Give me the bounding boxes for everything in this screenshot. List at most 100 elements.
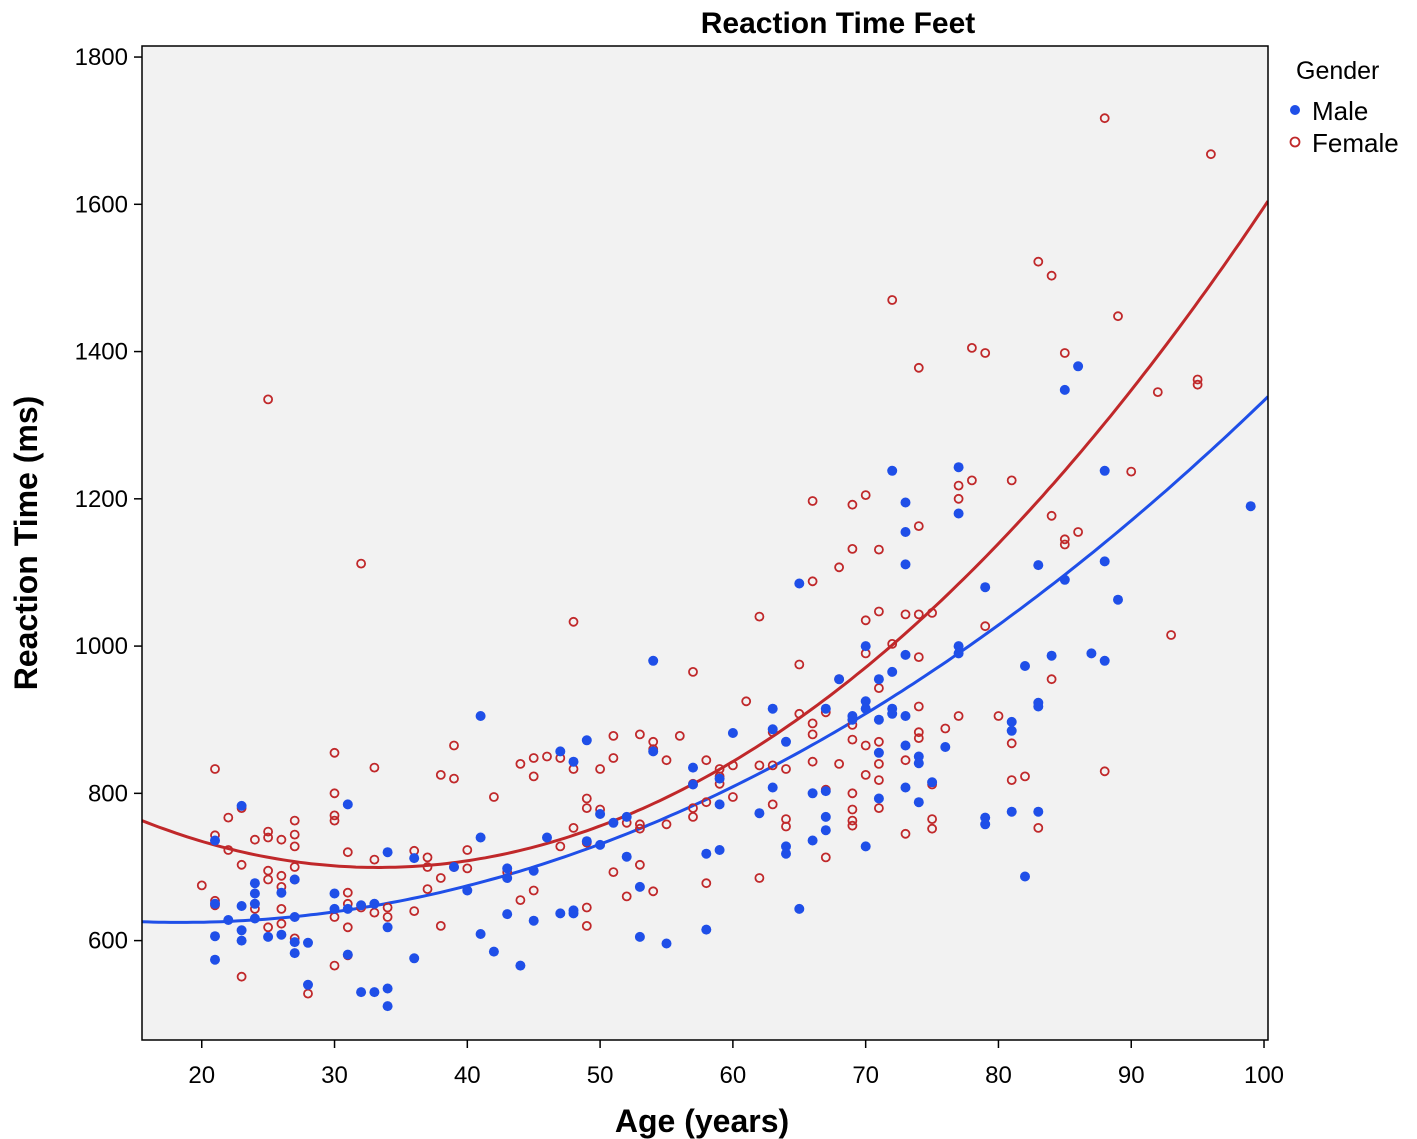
- point-male: [475, 929, 486, 939]
- point-male: [953, 508, 964, 519]
- point-female: [528, 771, 539, 782]
- point-female: [741, 696, 752, 707]
- point-female: [728, 792, 738, 802]
- point-male: [621, 811, 632, 822]
- point-female: [1099, 766, 1110, 777]
- point-male: [953, 641, 964, 652]
- point-male: [502, 909, 513, 920]
- point-male: [1033, 806, 1044, 817]
- point-male: [595, 809, 606, 819]
- point-female: [555, 841, 566, 852]
- point-female: [794, 708, 805, 719]
- point-female: [874, 803, 884, 813]
- x-tick-label: 100: [1244, 1062, 1284, 1089]
- y-tick-label: 1200: [75, 486, 128, 513]
- point-female: [1059, 539, 1070, 550]
- point-female: [701, 755, 712, 766]
- point-female: [289, 862, 300, 872]
- x-tick-label: 30: [321, 1062, 348, 1089]
- point-male: [1073, 361, 1084, 372]
- point-male: [621, 851, 632, 862]
- point-male: [873, 714, 884, 725]
- point-female: [820, 852, 831, 863]
- point-female: [435, 921, 446, 931]
- point-female: [807, 756, 818, 767]
- point-male: [900, 649, 911, 660]
- point-female: [847, 499, 858, 510]
- point-male: [249, 898, 260, 909]
- x-tick-label: 40: [454, 1062, 481, 1089]
- point-female: [356, 558, 367, 569]
- point-male: [887, 465, 898, 476]
- point-female: [913, 521, 924, 531]
- point-female: [807, 729, 818, 740]
- point-female: [847, 788, 858, 799]
- x-axis-label: Age (years): [615, 1103, 789, 1139]
- point-female: [781, 764, 791, 774]
- plot-frame: [141, 45, 1269, 1041]
- point-female: [1206, 149, 1216, 160]
- point-male: [303, 937, 313, 948]
- point-male: [369, 987, 380, 998]
- point-female: [581, 902, 592, 913]
- point-male: [648, 746, 659, 757]
- point-male: [820, 811, 831, 822]
- point-female: [688, 812, 698, 822]
- point-female: [967, 342, 977, 353]
- point-female: [249, 834, 260, 845]
- point-male: [927, 777, 938, 788]
- point-male: [342, 949, 353, 960]
- point-male: [210, 954, 220, 965]
- point-male: [1046, 650, 1057, 661]
- point-male: [409, 853, 420, 864]
- point-female: [263, 826, 274, 837]
- point-male: [236, 800, 247, 811]
- point-male: [1059, 384, 1070, 395]
- point-female: [581, 921, 592, 931]
- point-female: [874, 544, 884, 555]
- point-female: [1073, 527, 1083, 537]
- point-male: [210, 898, 220, 909]
- point-female: [874, 775, 884, 785]
- point-male: [369, 898, 380, 909]
- point-female: [289, 841, 300, 852]
- point-female: [1126, 466, 1137, 477]
- point-male: [634, 881, 645, 892]
- point-male: [953, 648, 964, 659]
- point-female: [728, 760, 738, 771]
- point-female: [1152, 387, 1163, 398]
- point-male: [900, 497, 911, 508]
- point-male: [581, 735, 592, 746]
- point-male: [754, 808, 765, 819]
- point-male: [502, 873, 513, 883]
- point-female: [913, 727, 924, 738]
- point-female: [913, 733, 924, 743]
- x-tick-label: 70: [852, 1062, 879, 1089]
- point-female: [528, 753, 539, 763]
- point-female: [900, 828, 911, 839]
- point-male: [555, 746, 566, 757]
- point-female: [980, 621, 991, 632]
- point-male: [701, 924, 712, 935]
- point-female: [754, 873, 765, 883]
- point-female: [263, 874, 274, 885]
- point-female: [1046, 674, 1057, 685]
- point-female: [1033, 256, 1044, 267]
- x-tick-label: 90: [1118, 1062, 1145, 1089]
- point-male: [1099, 556, 1110, 567]
- point-male: [528, 915, 539, 926]
- point-female: [807, 576, 818, 587]
- point-female: [754, 760, 765, 771]
- point-female: [635, 819, 645, 830]
- point-male: [462, 885, 473, 896]
- point-female: [860, 490, 871, 501]
- point-female: [236, 971, 247, 982]
- point-female: [568, 616, 579, 627]
- point-female: [781, 821, 791, 832]
- point-male: [608, 817, 619, 828]
- point-male: [860, 703, 871, 714]
- point-female: [940, 723, 951, 734]
- point-male: [781, 736, 791, 747]
- point-female: [1099, 113, 1110, 124]
